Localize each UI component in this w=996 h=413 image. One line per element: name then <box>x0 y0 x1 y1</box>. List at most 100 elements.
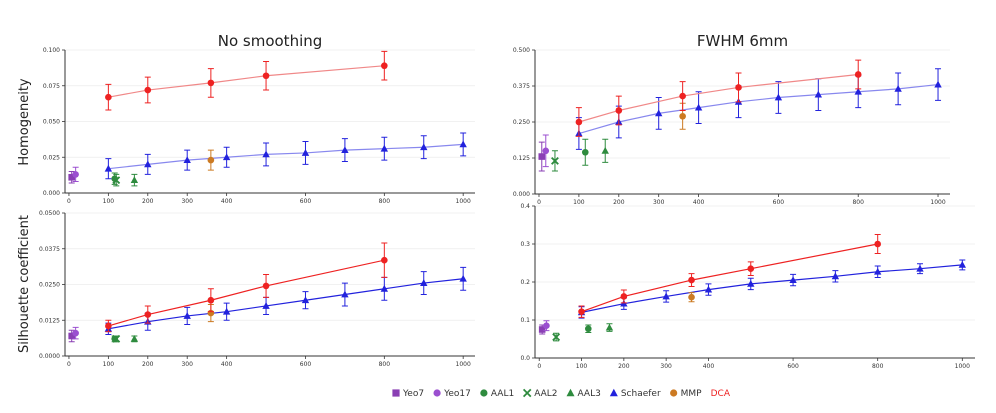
x-tick-label: 800 <box>852 199 864 206</box>
data-point-mmp <box>688 293 695 301</box>
x-tick-label: 200 <box>613 199 625 206</box>
y-tick-label: 0.3 <box>520 241 530 248</box>
data-point-dca <box>207 296 215 304</box>
legend-label-schaefer: Schaefer <box>621 389 661 399</box>
y-tick-label: 0.075 <box>43 83 60 90</box>
legend-marker-schaefer <box>609 388 618 397</box>
y-tick-label: 0.0000 <box>39 353 60 360</box>
data-point-schaefer <box>380 144 389 152</box>
data-point-schaefer <box>789 276 797 283</box>
data-point-dca <box>615 107 623 114</box>
panel-hom-nosmooth: 0.000 0.025 0.050 0.075 0.100 0 100 200 300 400 60… <box>43 32 475 205</box>
y-tick-label: 0.0500 <box>39 210 60 217</box>
data-point-schaefer <box>144 160 152 168</box>
data-point-schaefer <box>459 274 467 282</box>
x-tick-label: 0 <box>537 363 541 370</box>
data-point-dca <box>854 71 862 78</box>
data-point-yeo17 <box>543 322 550 330</box>
legend-label-dca: DCA <box>711 389 731 399</box>
legend-label-yeo7: Yeo7 <box>402 389 424 399</box>
x-tick-label: 100 <box>573 199 585 206</box>
series-line-schaefer <box>108 143 464 170</box>
y-tick-label: 0.125 <box>513 155 530 162</box>
legend-label-aal1: AAL1 <box>491 389 514 399</box>
y-tick-label: 0.4 <box>520 203 530 210</box>
x-tick-label: 300 <box>181 198 193 205</box>
y-tick-label: 0.250 <box>513 119 530 126</box>
data-point-dca <box>735 84 742 91</box>
series-line-schaefer <box>108 278 464 330</box>
legend-label-mmp: MMP <box>681 389 703 399</box>
data-point-yeo17 <box>542 147 550 155</box>
data-point-dca <box>381 256 388 264</box>
data-point-dca <box>381 62 388 70</box>
series-yeo7 <box>68 329 76 343</box>
series-aal1 <box>585 324 592 334</box>
data-point-schaefer <box>420 279 428 286</box>
x-tick-label: 600 <box>300 198 312 205</box>
data-point-dca <box>688 276 695 284</box>
legend-item-yeo17: Yeo17 <box>433 389 471 399</box>
x-tick-label: 600 <box>773 199 785 206</box>
data-point-schaefer <box>183 312 191 319</box>
legend-item-aal3: AAL3 <box>566 388 601 399</box>
series-schaefer <box>575 68 942 150</box>
series-yeo17 <box>72 326 79 340</box>
data-point-schaefer <box>104 164 113 172</box>
data-point-schaefer <box>459 140 467 148</box>
series-aal2 <box>551 150 559 172</box>
x-tick-label: 100 <box>576 363 588 370</box>
legend-label-aal2: AAL2 <box>534 389 557 399</box>
data-point-schaefer <box>183 156 191 164</box>
series-line-dca <box>578 73 859 123</box>
series-yeo17 <box>543 320 550 332</box>
series-aal3 <box>601 138 609 163</box>
data-point-aal3 <box>130 176 139 184</box>
data-point-yeo7 <box>68 332 76 340</box>
x-tick-label: 0 <box>67 198 71 205</box>
series-aal3 <box>130 334 139 343</box>
x-tick-label: 1000 <box>930 199 945 206</box>
data-point-yeo7 <box>538 326 546 333</box>
y-tick-label: 0.0375 <box>39 246 60 253</box>
panel-title: FWHM 6mm <box>697 32 788 50</box>
x-tick-label: 1000 <box>456 361 471 368</box>
data-point-yeo17 <box>72 171 79 178</box>
series-yeo7 <box>68 171 76 184</box>
data-point-yeo7 <box>538 153 546 160</box>
data-point-schaefer <box>934 80 942 88</box>
series-line-schaefer <box>581 264 963 313</box>
data-point-schaefer <box>854 87 862 95</box>
series-aal2 <box>112 334 121 343</box>
y-tick-label: 0.0 <box>520 355 530 362</box>
x-tick-label: 800 <box>379 361 391 368</box>
data-point-dca <box>578 308 585 315</box>
panel-title: No smoothing <box>218 32 323 50</box>
y-tick-label: 0.0125 <box>39 317 60 324</box>
x-tick-label: 1000 <box>456 198 471 205</box>
series-mmp <box>688 292 695 303</box>
data-point-aal3 <box>605 323 614 331</box>
data-point-schaefer <box>662 292 670 300</box>
legend-marker-yeo17 <box>433 389 441 397</box>
data-point-schaefer <box>262 150 270 158</box>
data-point-dca <box>105 93 112 101</box>
x-tick-label: 400 <box>221 198 233 205</box>
x-tick-label: 1000 <box>955 363 970 370</box>
series-aal3 <box>605 323 614 332</box>
series-aal1 <box>581 138 589 166</box>
data-point-schaefer <box>222 307 231 315</box>
data-point-schaefer <box>958 261 967 268</box>
legend-item-aal2: AAL2 <box>522 388 558 399</box>
data-point-dca <box>262 282 270 290</box>
series-aal2 <box>112 173 121 187</box>
y-tick-label: 0.2 <box>520 279 530 286</box>
data-point-mmp <box>207 156 215 164</box>
y-tick-label: 0.0250 <box>39 282 60 289</box>
data-point-schaefer <box>341 146 349 153</box>
y-tick-label: 0.050 <box>43 119 60 126</box>
x-tick-label: 400 <box>703 363 715 370</box>
y-tick-label: 0.025 <box>43 154 60 161</box>
data-point-yeo7 <box>68 173 76 181</box>
x-tick-label: 300 <box>181 361 193 368</box>
